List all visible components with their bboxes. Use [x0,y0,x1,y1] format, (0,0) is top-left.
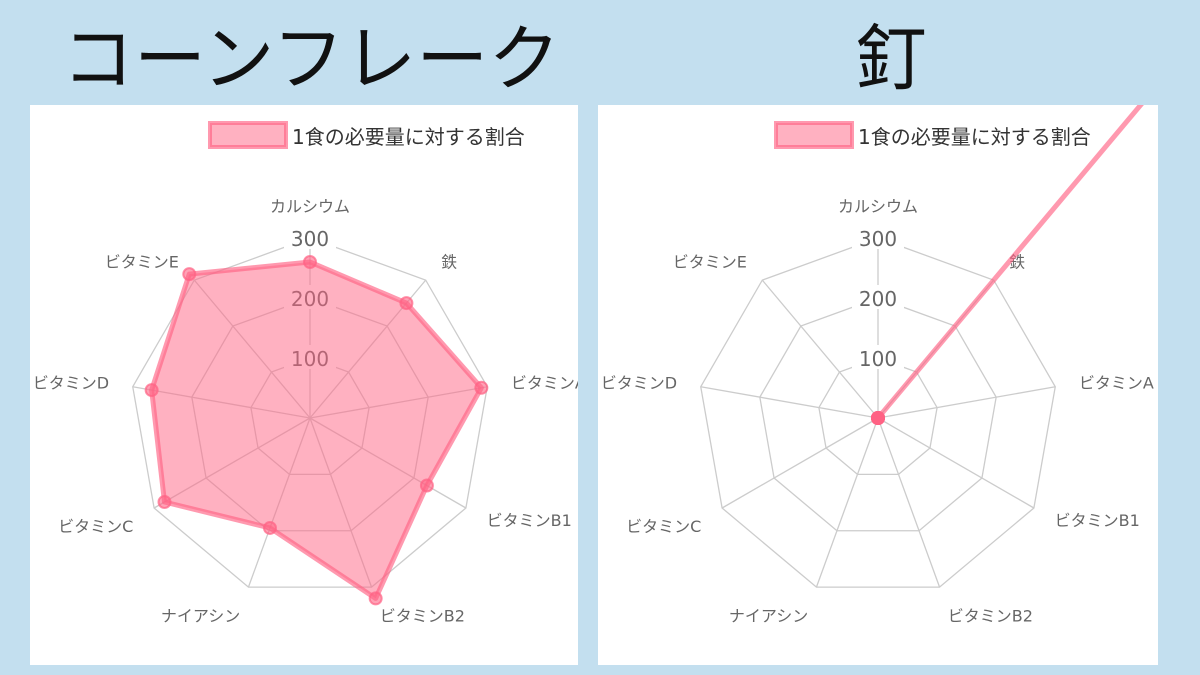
data-point [871,411,885,425]
axis-label: ナイアシン [729,607,808,626]
data-point [474,380,489,395]
grid-spoke [877,417,1035,509]
data-point [157,495,172,509]
axis-label: ビタミンE [673,253,747,272]
radar-svg: 100200300カルシウム鉄ビタミンAビタミンB1ビタミンB2ナイアシンビタミ… [33,121,578,626]
axis-label: ナイアシン [161,607,240,626]
axis-label: カルシウム [270,197,350,216]
axis-label: ビタミンE [105,253,179,272]
tick-backdrop [284,225,336,249]
tick-backdrop [852,285,904,309]
tick-backdrop [852,225,904,249]
data-point [303,255,317,269]
data-point [262,520,277,535]
data-point [368,591,383,606]
axis-label: ビタミンC [626,517,701,536]
tick-backdrop [852,345,904,369]
radar-svg: 100200300カルシウム鉄ビタミンAビタミンB1ビタミンB2ナイアシンビタミ… [601,105,1154,626]
chart-title-nail: 釘 [855,17,928,101]
tick-label: 100 [859,347,897,371]
data-point [419,478,434,493]
axis-label: ビタミンB2 [380,607,465,626]
axis-label: ビタミンA [511,374,578,393]
grid-spoke [700,386,879,419]
axis-label: ビタミンD [601,374,677,393]
tick-label: 300 [291,227,329,251]
tick-label: 200 [859,287,897,311]
grid-ring [132,237,488,588]
axis-label: ビタミンC [58,517,133,536]
data-area [875,105,1144,421]
data-point [144,383,159,398]
grid-spoke [877,417,941,588]
axis-label: ビタミンB1 [487,511,572,530]
grid-ring [759,297,997,532]
tick-label: 300 [859,227,897,251]
axis-label: ビタミンB2 [948,607,1033,626]
legend-swatch [774,121,854,149]
data-area [149,259,484,601]
axis-label: 鉄 [441,253,457,272]
grid-spoke [877,386,1056,419]
axis-label: ビタミンA [1079,374,1154,393]
radar-chart-cornflakes: 100200300カルシウム鉄ビタミンAビタミンB1ビタミンB2ナイアシンビタミ… [30,105,578,665]
legend-label: 1食の必要量に対する割合 [858,125,1091,149]
grid-spoke [761,279,879,419]
axis-label: ビタミンD [33,374,109,393]
data-point [182,267,197,282]
grid-ring [818,357,938,476]
axis-label: カルシウム [838,197,918,216]
grid-spoke [815,417,879,588]
radar-chart-nail: 100 200 300 カルシウム鉄ビタミンA ビタミンB1 ビタミンB2 ナイアシン ビタミ… [598,105,1158,665]
axis-label: ビタミンB1 [1055,511,1140,530]
chart-title-cornflakes: コーンフレーク [62,17,561,101]
legend-swatch [208,121,288,149]
legend-label: 1食の必要量に対する割合 [292,125,525,149]
data-point [399,296,414,311]
grid-spoke [721,417,879,509]
grid-ring [700,237,1056,588]
